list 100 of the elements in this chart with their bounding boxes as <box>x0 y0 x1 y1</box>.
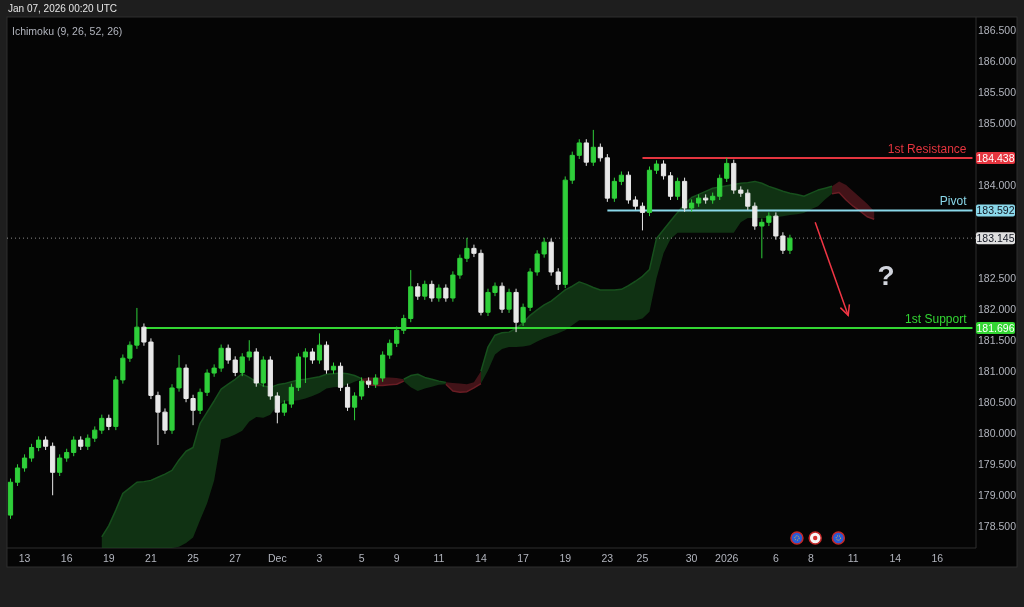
candlestick <box>710 192 716 205</box>
series-label: Pivot <box>939 194 968 209</box>
candlestick <box>337 362 344 392</box>
x-tick-label: 23 <box>601 551 614 564</box>
x-tick-label: 19 <box>102 551 115 564</box>
candlestick <box>583 138 589 167</box>
candlestick <box>274 391 280 424</box>
x-tick-label: 25 <box>636 551 649 564</box>
x-tick-label: 16 <box>60 551 73 564</box>
candlestick <box>366 376 372 389</box>
candlestick <box>436 283 442 303</box>
candlestick <box>295 352 302 392</box>
y-tick-label: 185.500 <box>978 85 1017 98</box>
x-tick-label: 27 <box>229 551 242 564</box>
candlestick <box>253 347 259 388</box>
candlestick <box>358 376 365 401</box>
candlestick <box>351 391 358 421</box>
candlestick <box>443 283 449 303</box>
candlestick <box>667 171 674 201</box>
candlestick <box>50 442 56 496</box>
x-tick-label: 2026 <box>715 551 739 564</box>
annotation: Ichimoku (9, 26, 52, 26) <box>12 24 123 37</box>
candlestick <box>611 177 617 203</box>
x-tick-label: 25 <box>187 551 200 564</box>
candlestick <box>267 355 273 401</box>
candlestick <box>330 362 337 375</box>
candlestick <box>344 383 351 412</box>
candlestick <box>696 193 702 208</box>
candlestick <box>703 193 709 205</box>
candlestick <box>604 153 610 203</box>
candlestick <box>302 347 309 384</box>
candlestick <box>380 350 386 383</box>
candlestick <box>597 143 603 163</box>
candlestick <box>78 435 84 451</box>
candlestick <box>576 138 582 160</box>
candlestick <box>309 347 316 365</box>
x-tick-label: 5 <box>358 551 365 564</box>
x-tick-label: 17 <box>517 551 530 564</box>
candlestick <box>323 340 330 375</box>
candlestick <box>106 414 112 431</box>
y-tick-label: 182.500 <box>978 271 1017 284</box>
candlestick <box>422 280 428 301</box>
candlestick <box>513 288 519 333</box>
candlestick <box>316 332 323 365</box>
y-tick-label: 185.000 <box>978 116 1017 129</box>
candlestick <box>499 282 505 314</box>
candlestick <box>288 383 294 409</box>
candlestick <box>429 280 435 303</box>
x-tick-label: 14 <box>889 551 902 564</box>
y-tick-label: 186.000 <box>978 54 1017 67</box>
candlestick <box>14 463 21 487</box>
candlestick <box>260 355 266 388</box>
series-label: 1st Support <box>905 312 968 327</box>
y-tick-label: 181.000 <box>978 364 1017 377</box>
x-tick-label: 30 <box>685 551 698 564</box>
series-label: 1st Resistance <box>887 141 967 156</box>
x-tick-label: 3 <box>316 551 323 564</box>
candlestick <box>281 399 287 417</box>
candlestick <box>415 282 421 301</box>
candlestick <box>35 435 42 452</box>
y-tick-label: 182.000 <box>978 302 1017 315</box>
candlestick <box>64 448 70 463</box>
candlestick <box>625 170 632 205</box>
y-tick-label: 180.500 <box>978 395 1017 408</box>
candlestick <box>28 443 35 463</box>
x-tick-label: Dec <box>267 551 287 564</box>
y-tick-label: 178.500 <box>978 519 1017 532</box>
candlestick <box>373 373 379 389</box>
candlestick <box>43 435 49 451</box>
candlestick <box>618 170 625 186</box>
data-label: 183.592 <box>976 204 1015 217</box>
candlestick <box>717 174 723 201</box>
candlestick <box>21 453 28 473</box>
candlestick <box>787 234 793 255</box>
candlestick <box>724 157 730 183</box>
candlestick <box>71 435 77 457</box>
candlestick <box>639 201 646 231</box>
chart-title: Jan 07, 2026 00:20 UTC <box>8 3 117 14</box>
x-tick-label: 21 <box>145 551 157 564</box>
candlestick <box>681 177 688 213</box>
y-tick-label: 181.500 <box>978 333 1017 346</box>
data-label: 181.696 <box>976 321 1015 334</box>
candlestick <box>632 195 639 211</box>
candlestick <box>660 159 667 181</box>
candlestick <box>674 177 681 201</box>
candlestick <box>7 478 14 520</box>
x-tick-label: 9 <box>393 551 400 564</box>
y-tick-label: 179.500 <box>978 457 1017 470</box>
x-tick-label: 14 <box>475 551 487 564</box>
x-tick-label: 16 <box>931 551 944 564</box>
candlestick <box>653 159 660 175</box>
candlestick <box>408 269 414 323</box>
x-tick-label: 19 <box>559 551 572 564</box>
y-tick-label: 184.000 <box>978 178 1017 191</box>
candlestick <box>506 288 512 314</box>
y-tick-label: 179.000 <box>978 488 1017 501</box>
candlestick <box>689 198 695 213</box>
candlestick <box>590 129 596 167</box>
x-tick-label: 13 <box>18 551 31 564</box>
candlestick <box>57 453 63 477</box>
